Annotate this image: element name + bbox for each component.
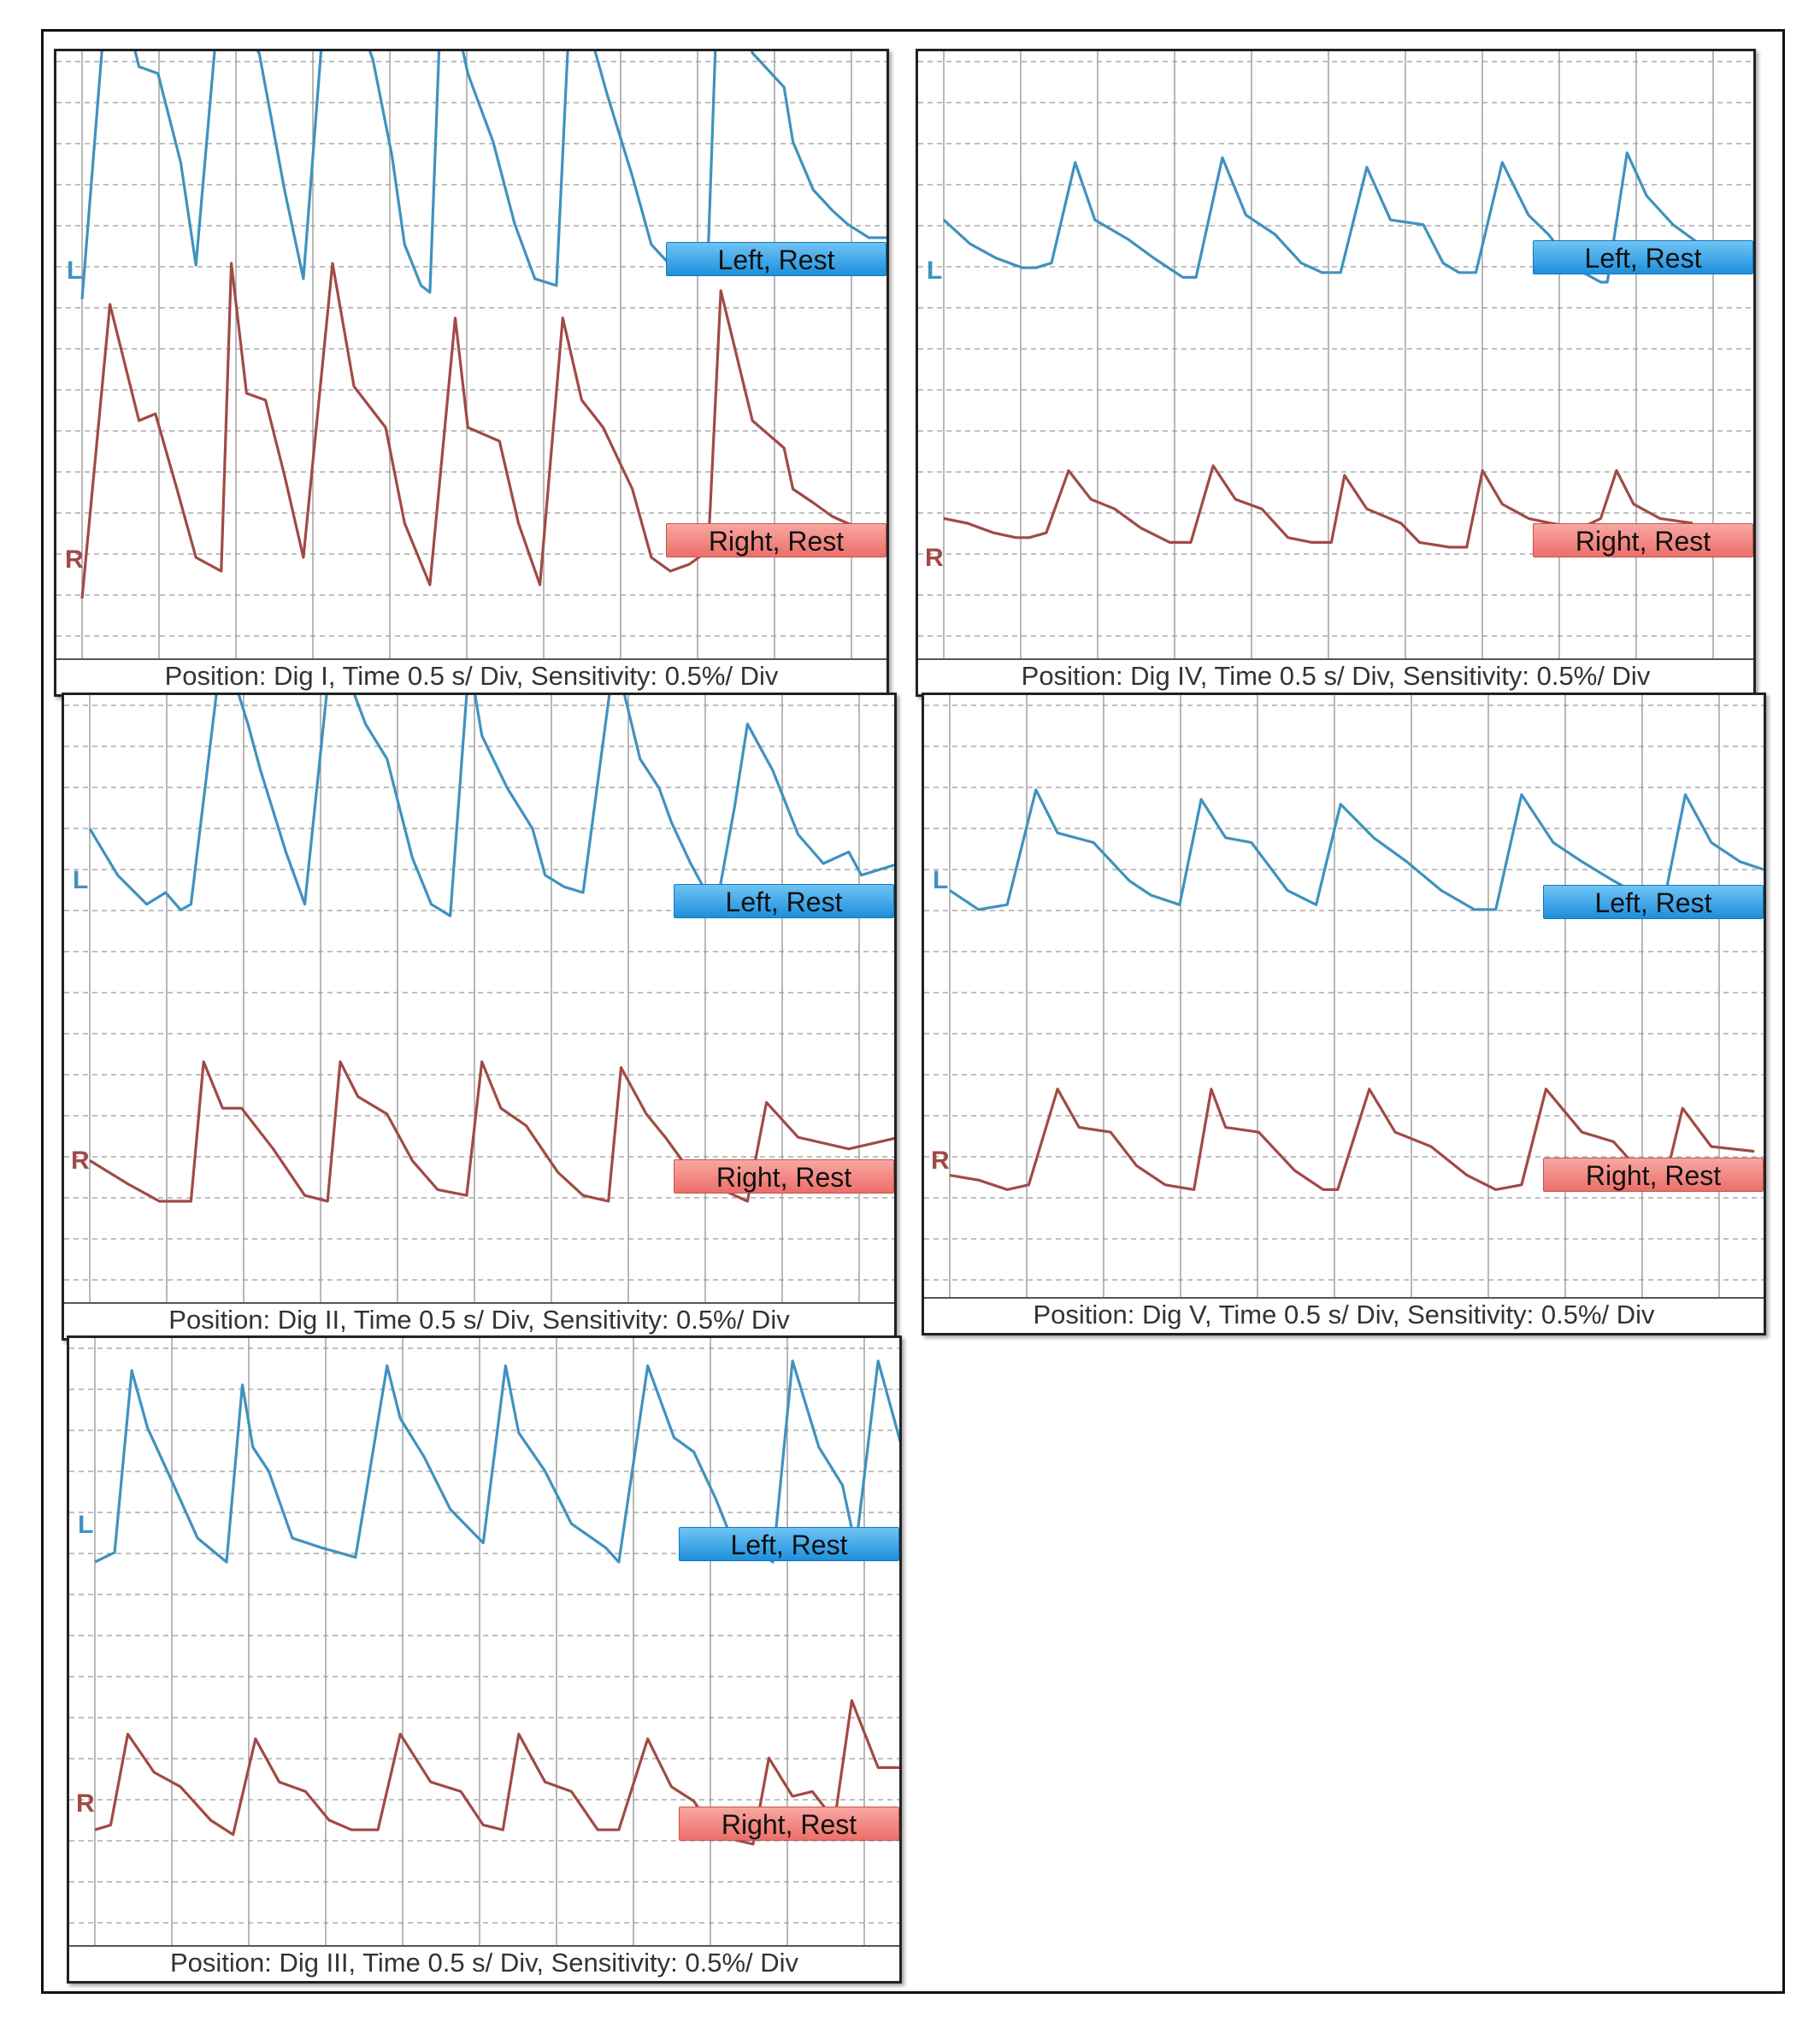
right-trace-line [80,262,886,599]
panel-dig-v: L R Left, Rest Right, Rest Position: Dig… [922,693,1766,1335]
panel-caption: Position: Dig II, Time 0.5 s/ Div, Sensi… [168,1305,790,1335]
panel-caption: Position: Dig IV, Time 0.5 s/ Div, Sensi… [1021,661,1651,691]
trace-plot-dig-v [924,695,1764,1297]
right-channel-letter: R [931,1147,950,1175]
right-rest-label: Right, Rest [674,1159,894,1194]
panel-dig-iii: L R Left, Rest Right, Rest Position: Dig… [67,1335,902,1984]
trace-plot-dig-iii [69,1338,899,1945]
caption-divider [69,1945,899,1947]
left-rest-label: Left, Rest [666,242,886,276]
right-channel-letter: R [76,1789,95,1818]
left-channel-letter: L [927,256,943,285]
panel-dig-i: L R Left, Rest Right, Rest Position: Dig… [54,49,889,697]
trace-plot-dig-iv [918,51,1753,658]
caption-divider [56,658,886,660]
right-trace-line [949,1088,1755,1192]
trace-plot-dig-ii [64,695,894,1302]
right-channel-letter: R [65,545,84,574]
right-rest-label: Right, Rest [1533,523,1753,557]
panel-caption: Position: Dig I, Time 0.5 s/ Div, Sensit… [164,661,779,691]
left-trace-line [80,51,886,300]
right-channel-letter: R [71,1147,90,1175]
left-channel-letter: L [73,866,89,894]
panel-dig-iv: L R Left, Rest Right, Rest Position: Dig… [916,49,1756,697]
panel-dig-ii: L R Left, Rest Right, Rest Position: Dig… [62,693,897,1341]
caption-divider [924,1297,1764,1299]
left-rest-label: Left, Rest [674,884,894,918]
trace-plot-dig-i [56,51,886,658]
right-trace-line [94,1699,899,1846]
left-trace-line [88,695,894,917]
panel-caption: Position: Dig III, Time 0.5 s/ Div, Sens… [169,1948,799,1978]
right-channel-letter: R [925,544,944,572]
left-rest-label: Left, Rest [679,1527,899,1561]
left-trace-line [94,1359,899,1564]
panel-caption: Position: Dig V, Time 0.5 s/ Div, Sensit… [1033,1300,1655,1329]
right-trace-line [89,1060,894,1203]
right-rest-label: Right, Rest [679,1807,899,1841]
left-channel-letter: L [78,1511,94,1539]
left-rest-label: Left, Rest [1533,240,1753,274]
left-channel-letter: L [933,866,949,894]
caption-divider [64,1302,894,1304]
right-rest-label: Right, Rest [1543,1158,1764,1192]
caption-divider [918,658,1753,660]
right-rest-label: Right, Rest [666,523,886,557]
left-channel-letter: L [67,256,83,285]
left-rest-label: Left, Rest [1543,885,1764,919]
